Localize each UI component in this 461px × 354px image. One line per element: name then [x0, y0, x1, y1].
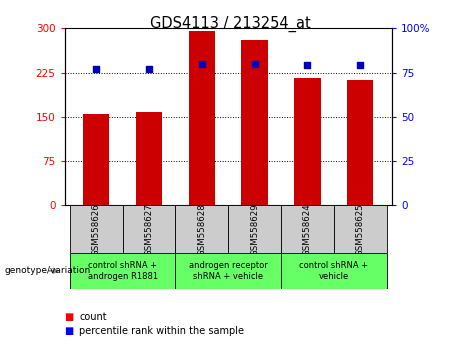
Text: ■: ■ — [65, 326, 74, 336]
Bar — [347, 80, 373, 205]
Point — [93, 66, 100, 72]
Bar — [334, 205, 387, 253]
Bar — [136, 112, 162, 205]
Text: GSM558627: GSM558627 — [144, 203, 154, 256]
Point — [251, 61, 258, 67]
Bar — [281, 205, 334, 253]
Text: GSM558625: GSM558625 — [356, 203, 365, 256]
Text: percentile rank within the sample: percentile rank within the sample — [79, 326, 244, 336]
Point — [198, 61, 206, 67]
Bar — [175, 205, 228, 253]
Bar — [123, 205, 175, 253]
Bar — [83, 114, 109, 205]
Point — [356, 63, 364, 68]
Text: ■: ■ — [65, 312, 74, 322]
Text: GSM558628: GSM558628 — [197, 203, 207, 256]
Bar — [281, 253, 387, 289]
Point — [304, 63, 311, 68]
Bar — [70, 253, 175, 289]
Bar — [70, 205, 123, 253]
Bar — [189, 31, 215, 205]
Text: GSM558626: GSM558626 — [92, 203, 100, 256]
Text: GSM558624: GSM558624 — [303, 203, 312, 256]
Point — [145, 66, 153, 72]
Text: genotype/variation: genotype/variation — [5, 266, 91, 275]
Text: control shRNA +
vehicle: control shRNA + vehicle — [299, 261, 368, 280]
Text: control shRNA +
androgen R1881: control shRNA + androgen R1881 — [88, 261, 158, 280]
Bar — [228, 205, 281, 253]
Bar — [294, 79, 320, 205]
Text: GSM558629: GSM558629 — [250, 203, 259, 256]
Text: GDS4113 / 213254_at: GDS4113 / 213254_at — [150, 16, 311, 32]
Bar — [242, 40, 268, 205]
Text: count: count — [79, 312, 107, 322]
Text: androgen receptor
shRNA + vehicle: androgen receptor shRNA + vehicle — [189, 261, 267, 280]
Bar — [175, 253, 281, 289]
